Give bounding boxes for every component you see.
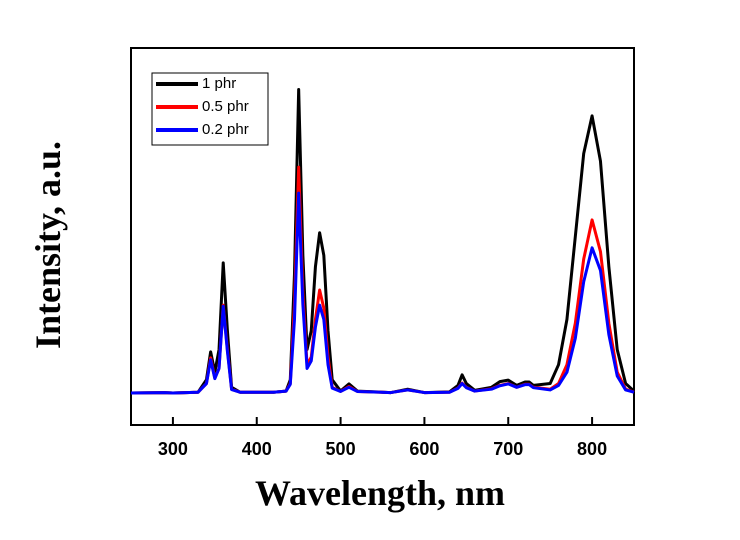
x-tick-label: 600 xyxy=(409,439,439,459)
x-tick-label: 700 xyxy=(493,439,523,459)
x-tick-label: 300 xyxy=(158,439,188,459)
legend-label: 0.2 phr xyxy=(202,121,249,138)
plot-frame xyxy=(130,47,635,426)
legend-label: 0.5 phr xyxy=(202,98,249,115)
x-axis-label: Wavelength, nm xyxy=(255,473,505,513)
series-line xyxy=(130,191,635,395)
legend-label: 1 phr xyxy=(202,75,236,92)
x-tick-label: 400 xyxy=(242,439,272,459)
x-tick-label: 500 xyxy=(326,439,356,459)
x-tick-label: 800 xyxy=(577,439,607,459)
y-axis-label: Intensity, a.u. xyxy=(28,141,68,349)
